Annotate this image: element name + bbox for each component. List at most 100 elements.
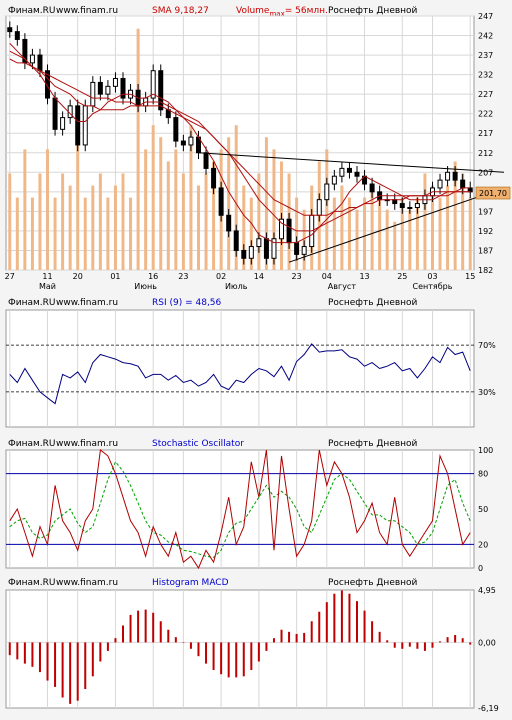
x-tick-label: 04 — [322, 272, 332, 281]
stoch-site-label: www.finam.ru — [56, 439, 118, 449]
price-y-tick-label: 217 — [478, 129, 493, 138]
volume-bar — [136, 28, 140, 271]
macd-bar — [182, 642, 185, 643]
macd-bar — [174, 637, 177, 643]
candle-body — [392, 199, 398, 205]
volume-bar — [408, 209, 412, 270]
x-tick-label: 11 — [42, 272, 52, 281]
volume-bar — [453, 161, 457, 270]
rsi-y-tick-label: 30% — [478, 388, 496, 397]
trendline-lower — [288, 187, 505, 263]
panel-frame-3 — [5, 589, 475, 709]
candle-body — [331, 175, 337, 185]
x-tick-label: 27 — [5, 272, 15, 281]
volume-bar — [423, 173, 427, 270]
candle-body — [324, 183, 330, 201]
volume-bar — [378, 197, 382, 270]
macd-bar — [333, 593, 336, 643]
volume-bar — [196, 185, 200, 270]
macd-bar — [99, 642, 102, 662]
candle-body — [150, 70, 156, 99]
candle-body — [467, 187, 473, 193]
candle-body — [256, 238, 262, 248]
macd-y-tick-label: 4,95 — [478, 586, 496, 595]
volume-prefix: Volume — [236, 6, 270, 16]
macd-bar — [439, 641, 442, 643]
macd-bar — [257, 642, 260, 662]
price-y-tick-label: 212 — [478, 149, 493, 158]
price-y-tick-label: 182 — [478, 266, 493, 275]
price-y-tick-label: 187 — [478, 246, 493, 255]
price-y-tick-label: 242 — [478, 32, 493, 41]
sma-line-sma-18 — [9, 50, 471, 232]
volume-bar — [106, 197, 110, 270]
volume-bar — [257, 173, 261, 270]
volume-bar — [370, 185, 374, 270]
volume-bar — [91, 185, 95, 270]
x-tick-label: 02 — [216, 272, 226, 281]
macd-source-label: Финам.RU — [8, 578, 56, 588]
volume-bar — [227, 137, 231, 270]
rsi-title: RSI (9) = 48,56 — [152, 298, 222, 308]
month-label: Май — [39, 282, 56, 291]
trendline-upper — [198, 152, 505, 173]
volume-bar — [83, 197, 87, 270]
rsi-site-label: www.finam.ru — [56, 298, 118, 308]
panel-frame-1 — [5, 309, 475, 428]
candle-body — [286, 218, 292, 244]
rsi-line — [9, 343, 471, 405]
sma-label: SMA 9,18,27 — [152, 6, 209, 16]
volume-bar — [166, 161, 170, 270]
macd-bar — [76, 642, 79, 701]
stoch-source-label: Финам.RU — [8, 439, 56, 449]
candle-body — [354, 171, 360, 177]
stoch-d-line — [9, 460, 471, 558]
x-tick-label: 16 — [148, 272, 158, 281]
macd-bar — [288, 631, 291, 643]
volume-bar — [264, 137, 268, 270]
candle-body — [271, 238, 277, 259]
price-y-tick-label: 207 — [478, 168, 493, 177]
volume-bar — [212, 161, 216, 270]
candle-body — [203, 152, 209, 169]
candle-body — [414, 203, 420, 208]
volume-bar — [468, 197, 472, 270]
volume-bar — [46, 149, 50, 270]
volume-bar — [400, 197, 404, 270]
rsi-instrument-label: Роснефть Дневной — [328, 298, 418, 308]
volume-bar — [347, 197, 351, 270]
volume-bar — [249, 197, 253, 270]
x-tick-label: 20 — [73, 272, 83, 281]
macd-bar — [446, 637, 449, 643]
candle-body — [301, 246, 307, 255]
macd-bar — [114, 638, 117, 643]
x-tick-label: 15 — [465, 272, 475, 281]
price-y-tick-label: 227 — [478, 90, 493, 99]
volume-bar — [144, 149, 148, 270]
month-label: Сентябрь — [413, 282, 453, 291]
volume-bar — [302, 209, 306, 270]
volume-bar — [129, 197, 133, 270]
volume-bar — [23, 149, 27, 270]
macd-bar — [356, 601, 358, 643]
macd-title: Histogram MACD — [152, 578, 229, 588]
macd-bar — [152, 612, 155, 643]
macd-bar — [423, 642, 426, 651]
macd-bar — [197, 642, 200, 657]
candle-body — [120, 78, 126, 99]
candle-body — [407, 206, 413, 209]
macd-bar — [122, 625, 124, 643]
macd-y-tick-label: 0,00 — [478, 638, 496, 647]
price-y-tick-label: 192 — [478, 227, 493, 236]
volume-bar — [8, 173, 12, 270]
stoch-y-tick-label: 20 — [478, 540, 488, 549]
macd-bar — [416, 642, 419, 649]
volume-bar — [204, 173, 208, 270]
volume-bar — [121, 173, 125, 270]
macd-bar — [408, 642, 411, 647]
x-tick-label: 25 — [397, 272, 407, 281]
macd-bar — [371, 621, 374, 643]
macd-bar — [280, 629, 283, 643]
candle-body — [90, 81, 96, 107]
